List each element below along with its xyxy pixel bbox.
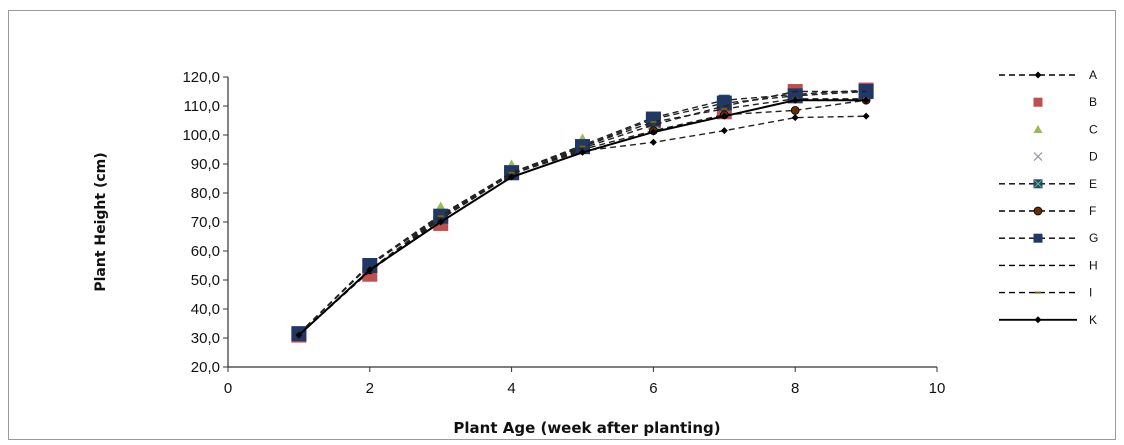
- plant-height-chart: 20,0 30,0 40,0 50,0 60,0 70,0 80,0 90,0 100,0 110…: [93, 68, 1098, 437]
- y-tick-label: 100,0: [182, 127, 220, 144]
- data-point-K: [720, 112, 728, 120]
- legend-marker: [1033, 97, 1043, 107]
- legend-marker: [1034, 71, 1042, 79]
- legend-item-D: D: [1033, 150, 1098, 164]
- series-H: [298, 90, 867, 336]
- legend-label: K: [1089, 313, 1097, 327]
- y-tick-label: 20,0: [191, 359, 220, 376]
- data-point-K: [366, 266, 374, 274]
- legend-item-F: F: [999, 204, 1096, 218]
- series-K: [295, 96, 870, 339]
- chart-frame: 20,0 30,0 40,0 50,0 60,0 70,0 80,0 90,0 100,0 110…: [8, 10, 1116, 440]
- series-D: [294, 88, 871, 339]
- data-point-A: [791, 114, 799, 122]
- legend-label: F: [1089, 204, 1096, 218]
- x-tick-label: 6: [649, 380, 657, 397]
- data-point-F: [790, 105, 800, 115]
- series-F: [294, 95, 871, 340]
- data-point-G: [716, 95, 732, 111]
- y-tick-label: 70,0: [191, 214, 220, 231]
- data-point-K: [295, 331, 303, 339]
- series-B: [291, 82, 874, 343]
- axes: 20,0 30,0 40,0 50,0 60,0 70,0 80,0 90,0 100,0 110…: [182, 69, 945, 397]
- data-point-G: [362, 258, 378, 273]
- legend-label: E: [1089, 177, 1097, 191]
- series-line-H: [298, 90, 867, 336]
- y-tick-label: 110,0: [184, 98, 220, 115]
- legend-item-K: K: [999, 313, 1097, 327]
- data-point-A: [862, 112, 870, 120]
- legend-marker: [1033, 206, 1043, 216]
- legend-item-C: C: [1033, 122, 1098, 136]
- series-G: [291, 84, 874, 342]
- x-axis-title: Plant Age (week after planting): [453, 419, 720, 437]
- data-point-K: [791, 96, 799, 104]
- legend-label: H: [1089, 258, 1098, 272]
- legend-label: G: [1089, 231, 1098, 245]
- legend-marker: [1033, 152, 1043, 162]
- y-tick-label: 40,0: [191, 301, 220, 318]
- y-tick-label: 80,0: [191, 185, 220, 202]
- legend-marker: [1033, 124, 1043, 133]
- legend-item-H: H: [999, 258, 1098, 272]
- y-tick-label: 50,0: [191, 272, 220, 289]
- x-tick-label: 0: [224, 380, 232, 397]
- legend-label: B: [1089, 95, 1097, 109]
- data-point-K: [508, 173, 516, 181]
- x-tick-label: 4: [507, 380, 515, 397]
- legend-label: A: [1089, 68, 1097, 82]
- legend-marker: [1033, 233, 1043, 243]
- legend-marker: [1034, 316, 1042, 324]
- data-point-K: [579, 148, 586, 156]
- x-tick-label: 2: [366, 380, 374, 397]
- legend-marker: [1033, 179, 1043, 189]
- y-tick-label: 120,0: [182, 69, 220, 86]
- y-tick-label: 30,0: [191, 330, 220, 347]
- series-line-G: [298, 90, 867, 335]
- series-layer: [291, 82, 874, 343]
- data-point-K: [649, 128, 657, 136]
- y-axis-title: Plant Height (cm): [93, 152, 109, 291]
- legend-item-E: E: [999, 177, 1097, 191]
- x-tick-label: 10: [929, 380, 946, 397]
- series-E: [293, 84, 872, 340]
- y-tick-label: 90,0: [191, 156, 220, 173]
- series-C: [292, 88, 873, 337]
- legend-item-A: A: [999, 68, 1097, 82]
- data-point-A: [720, 127, 728, 135]
- x-tick-label: 8: [791, 380, 799, 397]
- series-line-E: [298, 89, 867, 335]
- legend-label: D: [1089, 150, 1098, 164]
- legend-label: I: [1089, 286, 1092, 300]
- legend-label: C: [1089, 122, 1098, 136]
- y-tick-label: 60,0: [191, 243, 220, 260]
- legend-item-G: G: [999, 231, 1098, 245]
- data-point-A: [649, 138, 657, 146]
- data-point-K: [437, 218, 445, 226]
- legend-item-B: B: [1033, 95, 1097, 109]
- legend-item-I: I: [999, 286, 1092, 300]
- data-point-K: [862, 96, 870, 104]
